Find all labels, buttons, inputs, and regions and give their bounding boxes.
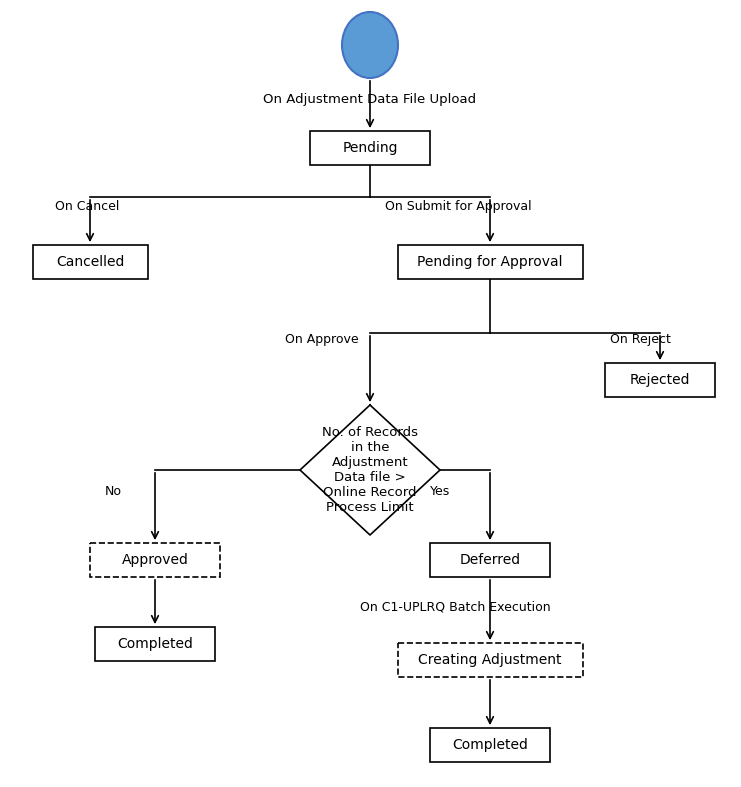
Ellipse shape <box>342 12 398 78</box>
Bar <box>90 543 220 577</box>
Polygon shape <box>300 405 440 535</box>
Bar <box>430 728 550 762</box>
Bar <box>430 543 550 577</box>
Text: On Adjustment Data File Upload: On Adjustment Data File Upload <box>264 94 476 106</box>
Text: No. of Records
in the
Adjustment
Data file >
Online Record
Process Limit: No. of Records in the Adjustment Data fi… <box>322 426 418 514</box>
Bar <box>605 363 715 397</box>
Text: Deferred: Deferred <box>459 553 521 567</box>
Text: Yes: Yes <box>430 485 451 498</box>
Text: On C1-UPLRQ Batch Execution: On C1-UPLRQ Batch Execution <box>360 600 551 613</box>
Text: Pending for Approval: Pending for Approval <box>417 255 562 269</box>
Text: On Submit for Approval: On Submit for Approval <box>385 200 531 213</box>
Text: Completed: Completed <box>117 637 193 651</box>
Text: Approved: Approved <box>122 553 188 567</box>
Text: Cancelled: Cancelled <box>56 255 124 269</box>
Text: On Approve: On Approve <box>285 333 359 346</box>
Bar <box>33 245 147 279</box>
Text: Completed: Completed <box>452 738 528 752</box>
Text: Pending: Pending <box>342 141 398 155</box>
Text: No: No <box>105 485 122 498</box>
Text: On Reject: On Reject <box>610 333 671 346</box>
Text: Rejected: Rejected <box>630 373 691 387</box>
Bar <box>95 627 215 661</box>
Text: Creating Adjustment: Creating Adjustment <box>418 653 562 667</box>
Bar <box>310 131 430 165</box>
Bar <box>397 245 582 279</box>
Text: On Cancel: On Cancel <box>55 200 119 213</box>
Bar <box>397 643 582 677</box>
